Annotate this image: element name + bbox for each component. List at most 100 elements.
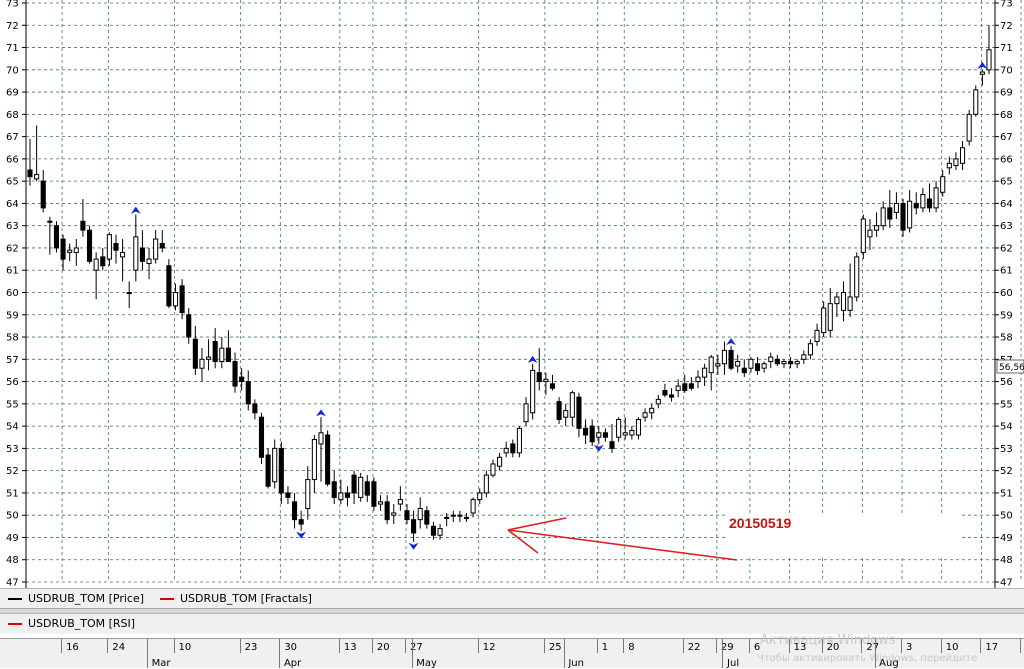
y-tick-label-left: 66 [6,154,19,165]
y-tick-label-right: 66 [1000,154,1013,165]
date-tick [404,639,406,653]
candle [146,247,152,280]
y-tick-label-right: 59 [1000,310,1013,321]
candle-body-bullish [695,376,701,383]
candle-body-bullish [979,71,985,75]
candle-body-bullish [397,499,403,505]
candle-body-bullish [146,258,152,265]
candle-body-bullish [946,162,952,169]
candle-body-bullish [821,307,827,334]
date-tick [543,639,545,653]
candle [497,452,503,471]
y-tick-label-left: 51 [6,488,19,499]
date-month-label: Mar [151,658,171,669]
candle [60,234,66,271]
date-day-label: 6 [753,642,761,653]
legend-swatch-rsi [8,622,22,625]
candle [655,394,661,409]
legend-item-price[interactable]: USDRUB_TOM [Price] [8,592,144,605]
y-tick-label-right: 62 [1000,243,1013,254]
price-marker-box [996,359,1024,374]
candle [807,339,813,360]
candle [86,225,93,264]
candle-body-bullish [675,385,681,391]
candle [351,470,357,505]
candle-body-bearish [113,243,119,251]
candle-body-bearish [100,256,106,267]
candle-body-bullish [153,238,159,260]
candle-body-bearish [86,229,93,262]
legend-item-fractals[interactable]: USDRUB_TOM [Fractals] [160,592,312,605]
candle [47,216,53,255]
y-tick-label-left: 61 [6,266,19,277]
candle-body-bearish [186,314,192,338]
candle [695,370,701,389]
date-day-label: 27 [409,642,423,653]
candle [576,392,582,438]
candle-body-bullish [708,356,714,374]
candle-body-bullish [986,49,992,71]
date-tick [788,639,790,653]
candle [900,198,906,237]
date-tick [239,639,241,653]
candle-body-bearish [926,198,933,209]
candle [543,372,549,395]
candle-body-bullish [305,479,311,510]
candle [510,439,516,458]
y-tick-label-right: 64 [1000,199,1013,210]
legend-label-price: USDRUB_TOM [Price] [28,592,145,605]
y-tick-label-left: 50 [6,511,19,522]
candle [721,341,727,375]
candles [27,25,992,542]
candle-body-bullish [834,296,840,305]
candle [649,403,655,420]
candle-body-bullish [318,432,324,445]
candle-body-bullish [120,251,126,258]
candle-body-bullish [450,514,456,517]
candle [186,308,192,344]
legend-item-rsi[interactable]: USDRUB_TOM [RSI] [8,617,135,630]
candle-body-bearish [589,425,595,443]
candle-body-bullish [470,499,476,514]
candle-body-bearish [364,481,370,496]
candle [788,357,794,369]
date-day-label: 23 [244,642,258,653]
candle [774,354,780,366]
candle [344,486,351,507]
legend-swatch-fractals [160,597,174,600]
pane-divider[interactable] [0,608,1024,614]
candle-body-bullish [794,361,800,365]
candle [602,428,608,442]
candle-body-bearish [556,401,562,420]
candle [285,486,291,505]
candle-body-bullish [126,292,132,294]
candle-body-bullish [106,234,112,260]
candle [622,417,628,440]
candle [682,374,688,393]
candle [847,263,853,317]
candle-body-bearish [212,340,218,363]
candle-body-bullish [827,303,833,331]
date-day-label: 20 [826,642,840,653]
candle [239,368,245,391]
candle [589,419,595,447]
y-axis-left: 47 48 49 50 51 52 53 54 55 56 57 58 59 60 61 62 63 64 65 66… [6,0,27,590]
y-tick-label-left: 58 [6,333,19,344]
date-month-label: Aug [879,658,899,669]
candle [133,214,139,282]
date-day-label: 8 [628,642,635,653]
candle [642,408,648,422]
candle-body-bullish [715,363,721,367]
annotation-box [728,514,960,558]
candle [80,198,86,237]
candle-body-bullish [358,476,364,498]
date-day-label: 22 [687,642,701,653]
date-day-label: 12 [482,642,496,653]
y-tick-label-right: 56 [1000,377,1013,388]
candle-body-bearish [913,202,919,209]
arrow-head-lower [507,529,539,554]
candle-body-bullish [940,176,946,193]
candle [735,354,741,373]
candle-body-bearish [788,361,794,365]
price-marker-text: 56,56 [999,363,1024,373]
